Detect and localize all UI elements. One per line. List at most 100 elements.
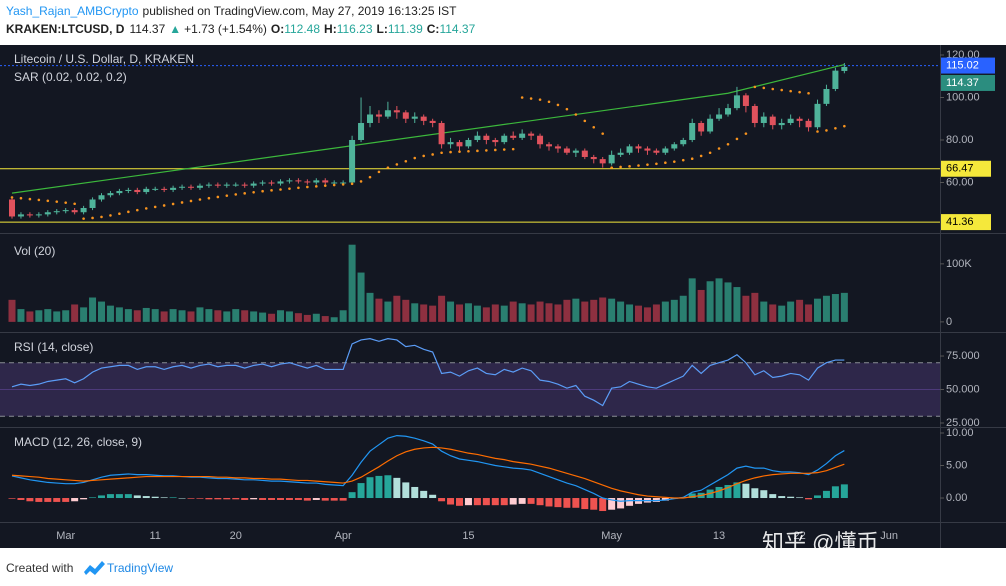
volume-bar — [232, 309, 240, 322]
candle-body — [456, 142, 463, 147]
candle-body — [304, 181, 311, 183]
volume-bar — [259, 312, 267, 322]
candle-body — [796, 118, 803, 121]
sar-dot — [171, 202, 175, 206]
sar-dot — [717, 147, 721, 150]
sar-dot — [118, 212, 121, 216]
volume-bar — [321, 316, 329, 322]
y-tick-label: 100K — [946, 258, 972, 270]
candle-body — [375, 114, 382, 117]
footer-brand[interactable]: TradingView — [107, 561, 173, 575]
macd-hist-bar — [590, 498, 598, 510]
sar-dot — [565, 107, 569, 111]
macd-hist-bar — [742, 483, 750, 499]
candle-body — [725, 108, 731, 115]
volume-bar — [670, 299, 678, 322]
sar-dot — [646, 163, 649, 166]
open: 112.48 — [284, 22, 320, 36]
volume-bar — [473, 305, 481, 322]
macd-hist-bar — [357, 483, 365, 499]
macd-hist-bar — [106, 494, 114, 499]
candle-body — [384, 110, 391, 117]
macd-hist-bar — [563, 498, 571, 508]
volume-bar — [393, 295, 401, 322]
sar-dot — [109, 214, 112, 217]
sar-dot — [583, 119, 587, 123]
author[interactable]: Yash_Rajan_AMBCrypto — [6, 4, 139, 18]
candle-body — [698, 122, 705, 132]
macd-hist-bar — [751, 488, 759, 499]
candle-body — [814, 103, 821, 128]
sar-dot — [610, 166, 613, 169]
sar-dot — [681, 158, 685, 162]
candle-body — [134, 189, 141, 193]
y-tick-label: 80.00 — [946, 134, 974, 146]
sar-dot — [377, 170, 381, 174]
candle-body — [259, 182, 266, 184]
candle-body — [474, 135, 481, 140]
candle-body — [340, 182, 347, 184]
volume-bar — [599, 297, 607, 322]
macd-hist-bar — [447, 498, 455, 505]
change: +1.73 (+1.54%) — [184, 22, 267, 36]
sar-dot — [494, 148, 497, 152]
sar-dot — [252, 190, 255, 194]
sar-dot — [332, 183, 336, 187]
candle-body — [250, 183, 257, 186]
macd-hist-bar — [330, 498, 338, 501]
volume-bar — [697, 289, 705, 322]
candle-body — [742, 95, 749, 106]
macd-hist-bar — [554, 498, 562, 508]
volume-bar — [652, 304, 660, 322]
x-tick-label: 20 — [230, 530, 242, 542]
macd-hist-bar — [160, 497, 168, 499]
candle-body — [26, 214, 33, 216]
sar-dot — [315, 185, 318, 188]
volume-bar — [80, 307, 88, 322]
level-tag — [941, 214, 991, 231]
candle-body — [429, 120, 436, 123]
rsi-line — [11, 338, 845, 407]
macd-hist-bar — [518, 498, 526, 504]
published: published on TradingView.com, May 27, 20… — [143, 4, 458, 18]
volume-bar — [196, 307, 204, 322]
sar-dot — [350, 182, 354, 186]
candle-body — [733, 95, 740, 109]
y-tick-label: 50.000 — [946, 383, 980, 395]
sar-dot — [655, 162, 658, 166]
last: 114.37 — [129, 22, 165, 36]
candle-body — [179, 186, 186, 188]
sar-dot — [431, 153, 434, 156]
candle-body — [599, 159, 606, 164]
volume-bar — [840, 292, 848, 322]
sar-dot — [368, 175, 372, 179]
macd-hist-bar — [178, 498, 186, 499]
header-line-1: Yash_Rajan_AMBCrypto published on Trading… — [6, 4, 457, 18]
candle-body — [196, 185, 203, 188]
macd-hist-bar — [661, 498, 669, 501]
macd-hist-bar — [294, 498, 302, 500]
candle-body — [563, 148, 570, 153]
candle-body — [483, 135, 490, 140]
candle-body — [501, 135, 508, 143]
macd-hist-bar — [53, 498, 61, 502]
volume-bar — [778, 305, 786, 322]
volume-bar — [500, 305, 508, 322]
macd-hist-bar — [339, 498, 347, 501]
sar-dot — [207, 196, 211, 200]
candle-body — [71, 210, 78, 213]
y-tick-label: 100.00 — [946, 91, 980, 103]
macd-hist-bar — [509, 498, 517, 505]
volume-bar — [169, 309, 177, 322]
volume-bar — [26, 311, 34, 322]
sar-dot — [323, 184, 327, 187]
sar-dot — [91, 216, 94, 220]
macd-hist-bar — [617, 498, 625, 509]
sar-dot — [511, 147, 515, 151]
macd-hist-bar — [8, 498, 16, 499]
macd-hist-bar — [473, 498, 481, 506]
volume-bar — [760, 301, 768, 322]
candle-body — [286, 180, 293, 182]
candle-body — [295, 180, 302, 182]
last-tag — [941, 74, 995, 91]
